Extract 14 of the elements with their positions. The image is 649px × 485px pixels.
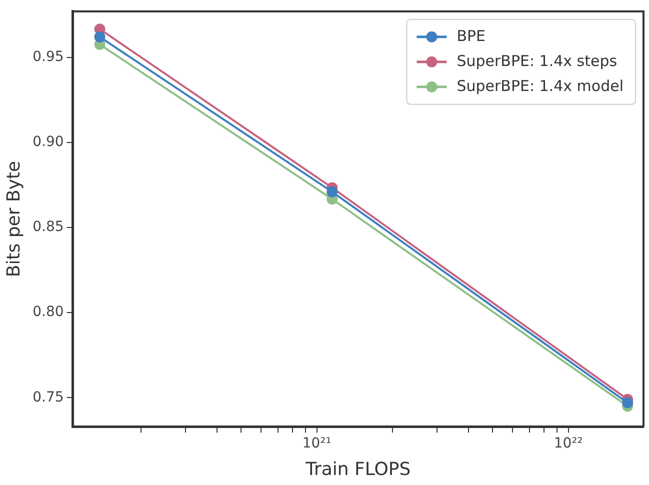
point xyxy=(622,397,634,408)
y-tick-label: 0.90 xyxy=(32,134,64,150)
y-axis-title: Bits per Byte xyxy=(3,160,24,278)
y-tick-label: 0.95 xyxy=(32,48,64,65)
x-tick-label: 10²² xyxy=(554,436,583,452)
legend-label: SuperBPE: 1.4x model xyxy=(456,76,624,95)
point xyxy=(94,31,106,42)
y-tick-label: 0.85 xyxy=(32,219,64,236)
y-tick-label: 0.75 xyxy=(32,389,64,406)
legend-label: BPE xyxy=(456,26,486,45)
legend-label: SuperBPE: 1.4x steps xyxy=(456,52,618,70)
x-tick-label: 10²¹ xyxy=(302,436,332,452)
y-tick-label: 0.80 xyxy=(32,304,64,320)
x-axis-title: Train FLOPS xyxy=(304,458,411,480)
